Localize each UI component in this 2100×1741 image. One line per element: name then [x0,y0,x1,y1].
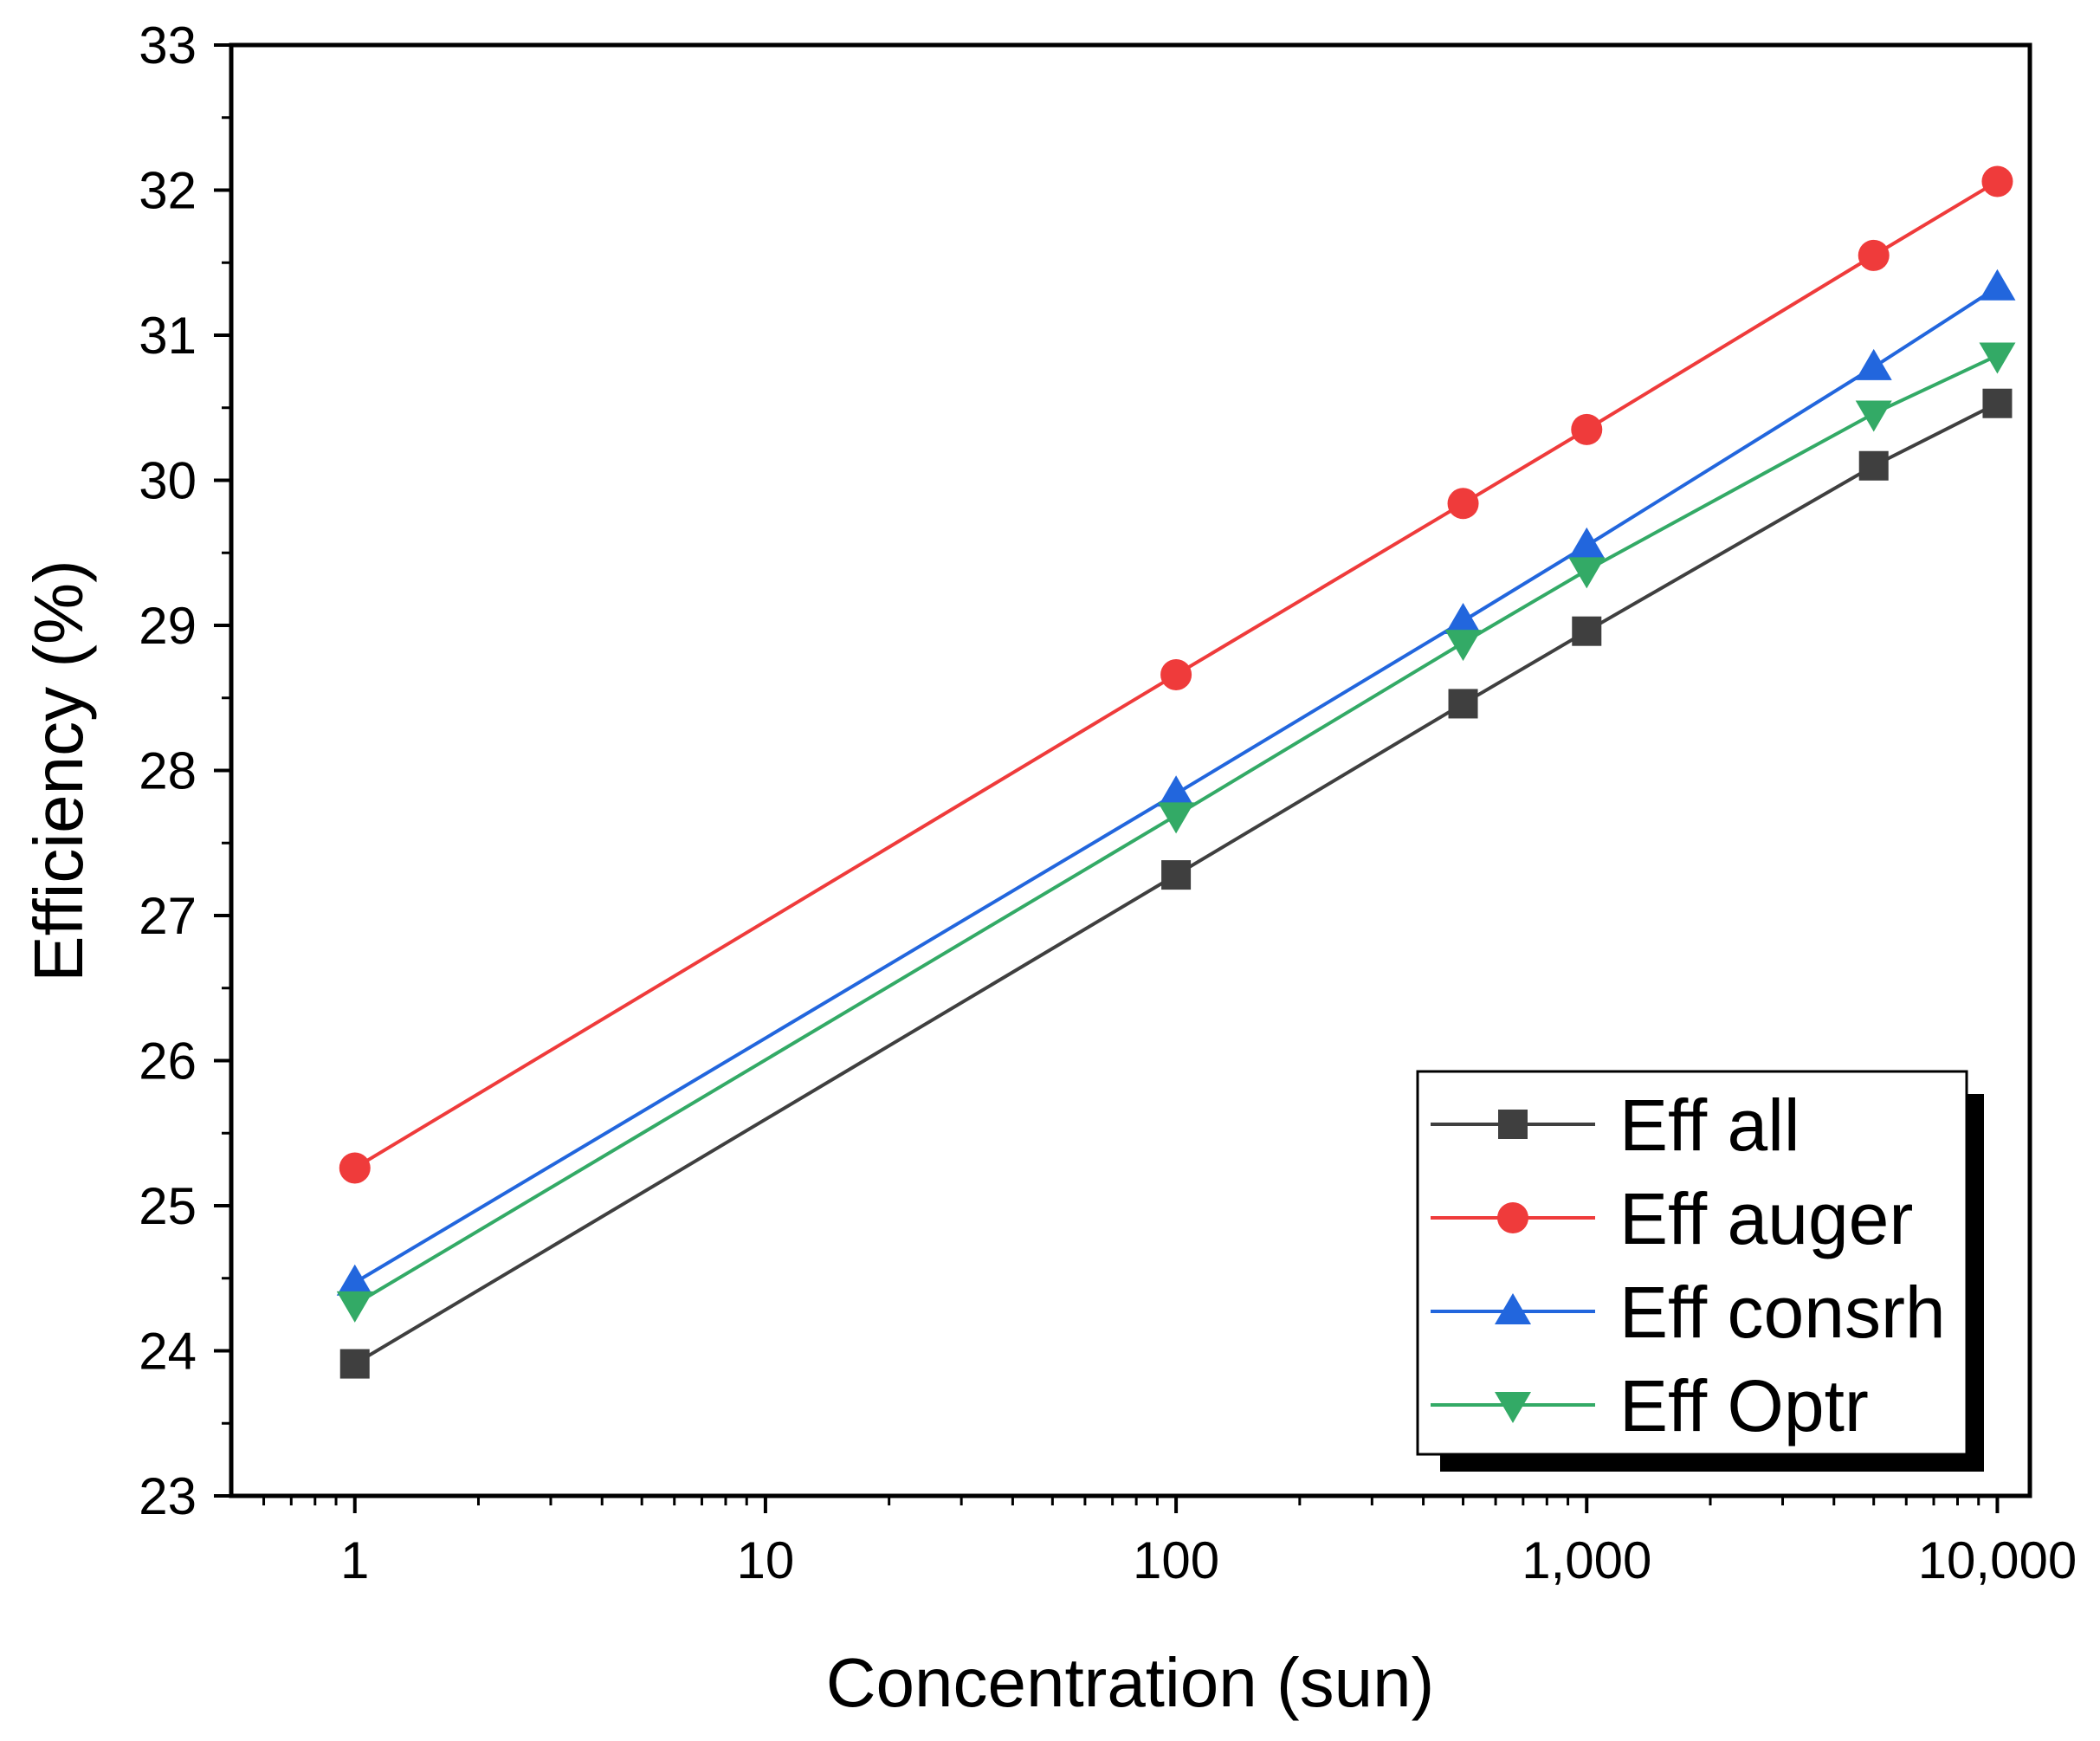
data-point-eff-optr [1568,557,1606,589]
data-point-eff-all [1858,450,1889,481]
y-tick-label: 28 [139,742,197,800]
data-point-eff-consrh [1855,348,1892,380]
legend-label: Eff auger [1619,1178,1913,1259]
legend-marker [1495,1392,1531,1423]
data-point-eff-optr [336,1291,373,1323]
data-point-eff-optr [1979,342,2016,374]
data-point-eff-auger [1447,488,1479,520]
x-tick-label: 1,000 [1522,1531,1651,1589]
data-point-eff-optr [1444,630,1482,662]
data-point-eff-all [1572,616,1602,646]
y-tick-label: 24 [139,1323,197,1381]
data-point-eff-optr [1855,400,1892,432]
legend: Eff all Eff auger Eff consrh Eff Optr [1416,1070,1984,1472]
data-point-eff-consrh [336,1264,373,1296]
y-tick-label: 32 [139,162,197,220]
data-point-eff-consrh [1158,775,1195,807]
data-point-eff-optr [1158,802,1195,834]
series-line-eff-auger [353,179,1999,1170]
y-tick-label: 29 [139,597,197,655]
legend-marker [1498,1110,1528,1139]
y-tick-label: 27 [139,887,197,945]
data-point-eff-auger [339,1152,371,1184]
data-point-eff-consrh [1568,527,1606,559]
x-tick-label: 100 [1133,1531,1219,1589]
legend-item-eff-all: Eff all [1431,1084,1800,1166]
data-point-eff-consrh [1979,269,2016,301]
y-tick-label: 25 [139,1177,197,1235]
plot-frame [229,42,2032,1498]
series-eff-consrh [336,269,2016,1296]
x-tick-label: 10 [737,1531,795,1589]
data-point-eff-all [1982,388,2013,418]
legend-item-eff-optr: Eff Optr [1431,1365,1869,1447]
series-eff-optr [336,342,2016,1323]
legend-marker [1497,1202,1528,1233]
data-point-eff-all [339,1349,370,1379]
x-axis-title: Concentration (sun) [826,1644,1435,1721]
series-eff-all [339,388,2013,1379]
data-point-eff-auger [1981,165,2013,197]
axis-tick-labels: 23 24 25 26 27 28 29 30 31 32 33 1 10 100 1,000 10,000 [139,16,2077,1589]
y-tick-label: 33 [139,16,197,74]
data-point-eff-all [1448,689,1478,719]
data-point-eff-auger [1858,239,1890,271]
data-point-eff-consrh [1444,602,1482,634]
series-line-eff-optr [353,353,1999,1306]
legend-items: Eff all Eff auger Eff consrh Eff Optr [1431,1084,1946,1447]
series-line-eff-consrh [353,286,1999,1285]
data-point-eff-auger [1571,413,1603,445]
data-point-eff-auger [1160,658,1192,690]
x-tick-label: 1 [340,1531,369,1589]
data-point-eff-all [1161,860,1192,890]
legend-label: Eff Optr [1619,1365,1869,1447]
y-tick-label: 23 [139,1467,197,1525]
y-tick-label: 26 [139,1032,197,1091]
series-line-eff-all [353,401,1999,1366]
legend-marker [1495,1293,1531,1324]
y-axis-title: Efficiency (%) [20,560,97,982]
x-tick-label: 10,000 [1918,1531,2077,1589]
y-tick-label: 31 [139,307,197,365]
legend-label: Eff all [1619,1084,1800,1166]
legend-item-eff-consrh: Eff consrh [1431,1272,1946,1353]
legend-item-eff-auger: Eff auger [1431,1178,1913,1259]
y-tick-label: 30 [139,452,197,510]
series-eff-auger [339,165,2013,1184]
legend-label: Eff consrh [1619,1272,1946,1353]
series-layer [336,165,2016,1379]
